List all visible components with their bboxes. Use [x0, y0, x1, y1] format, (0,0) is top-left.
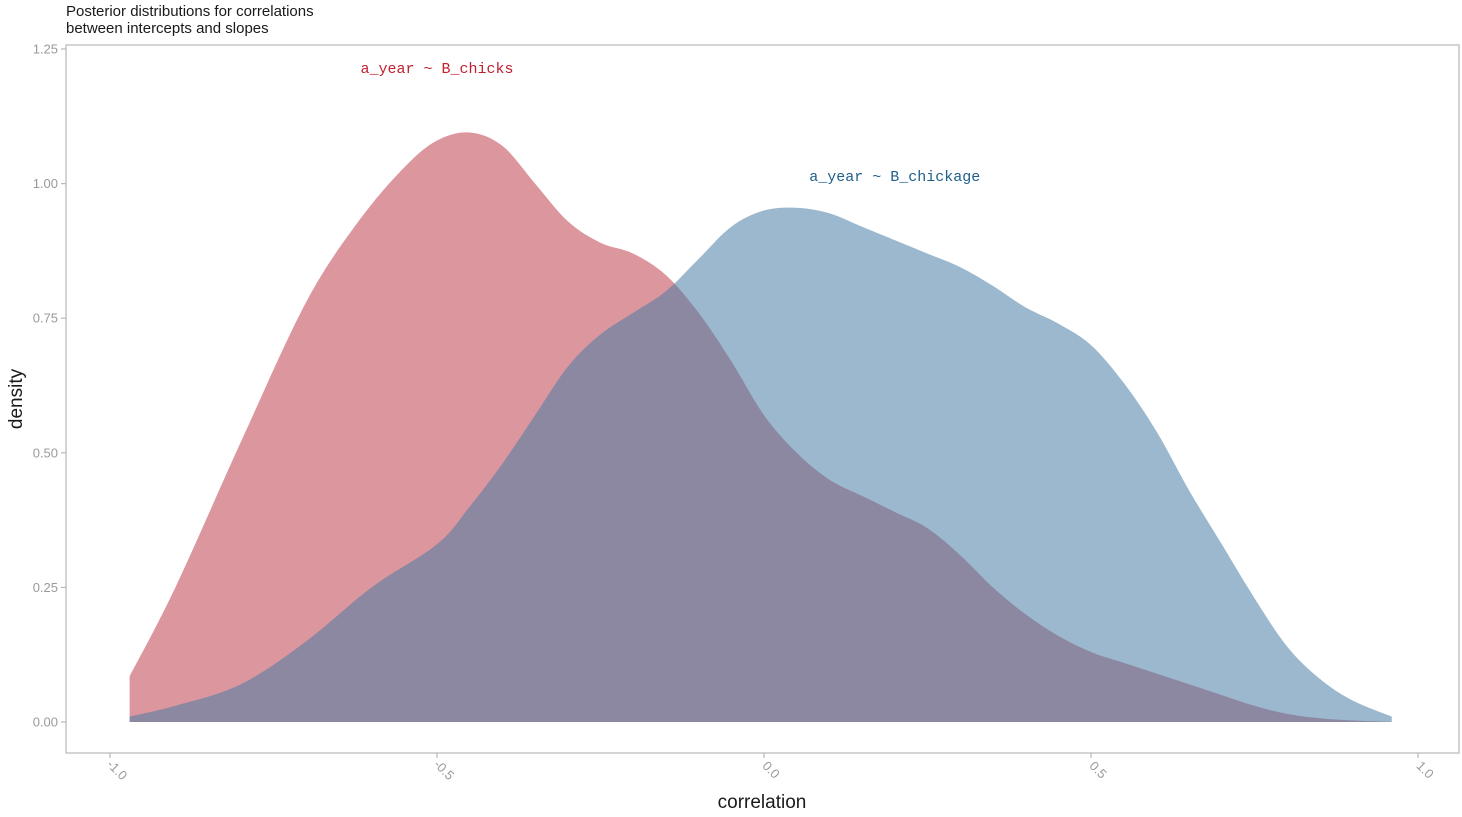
- x-axis-title: correlation: [718, 792, 807, 813]
- density-area-a-year-b-chickage: [129, 207, 1392, 722]
- y-tick-label: 1.00: [33, 176, 58, 191]
- y-tick-label: 0.50: [33, 445, 58, 460]
- y-tick-label: 0.75: [33, 311, 58, 326]
- series-annotation-2: a_year ~ B_chickage: [809, 169, 980, 186]
- series-annotation-1: a_year ~ B_chicks: [360, 61, 513, 78]
- x-tick-label: 0.5: [1086, 758, 1109, 781]
- y-axis: 0.00 0.25 0.50 0.75 1.00 1.25: [33, 42, 66, 730]
- chart-title-line-2: between intercepts and slopes: [66, 20, 269, 37]
- density-areas: [129, 132, 1392, 723]
- y-tick-label: 0.00: [33, 715, 58, 730]
- chart-title-line-1: Posterior distributions for correlations: [66, 3, 314, 20]
- plot-panel-border: [65, 44, 1460, 754]
- x-tick-label: 1.0: [1413, 758, 1436, 781]
- y-tick-label: 1.25: [33, 42, 58, 57]
- x-axis: -1.0 -0.5 0.0 0.5 1.0: [104, 753, 1437, 783]
- x-tick-label: -0.5: [431, 757, 457, 783]
- chart-annotations: a_year ~ B_chicks a_year ~ B_chickage: [360, 61, 980, 186]
- x-tick-label: 0.0: [759, 758, 782, 781]
- y-tick-label: 0.25: [33, 580, 58, 595]
- x-tick-label: -1.0: [104, 757, 130, 783]
- y-axis-title: density: [6, 368, 27, 429]
